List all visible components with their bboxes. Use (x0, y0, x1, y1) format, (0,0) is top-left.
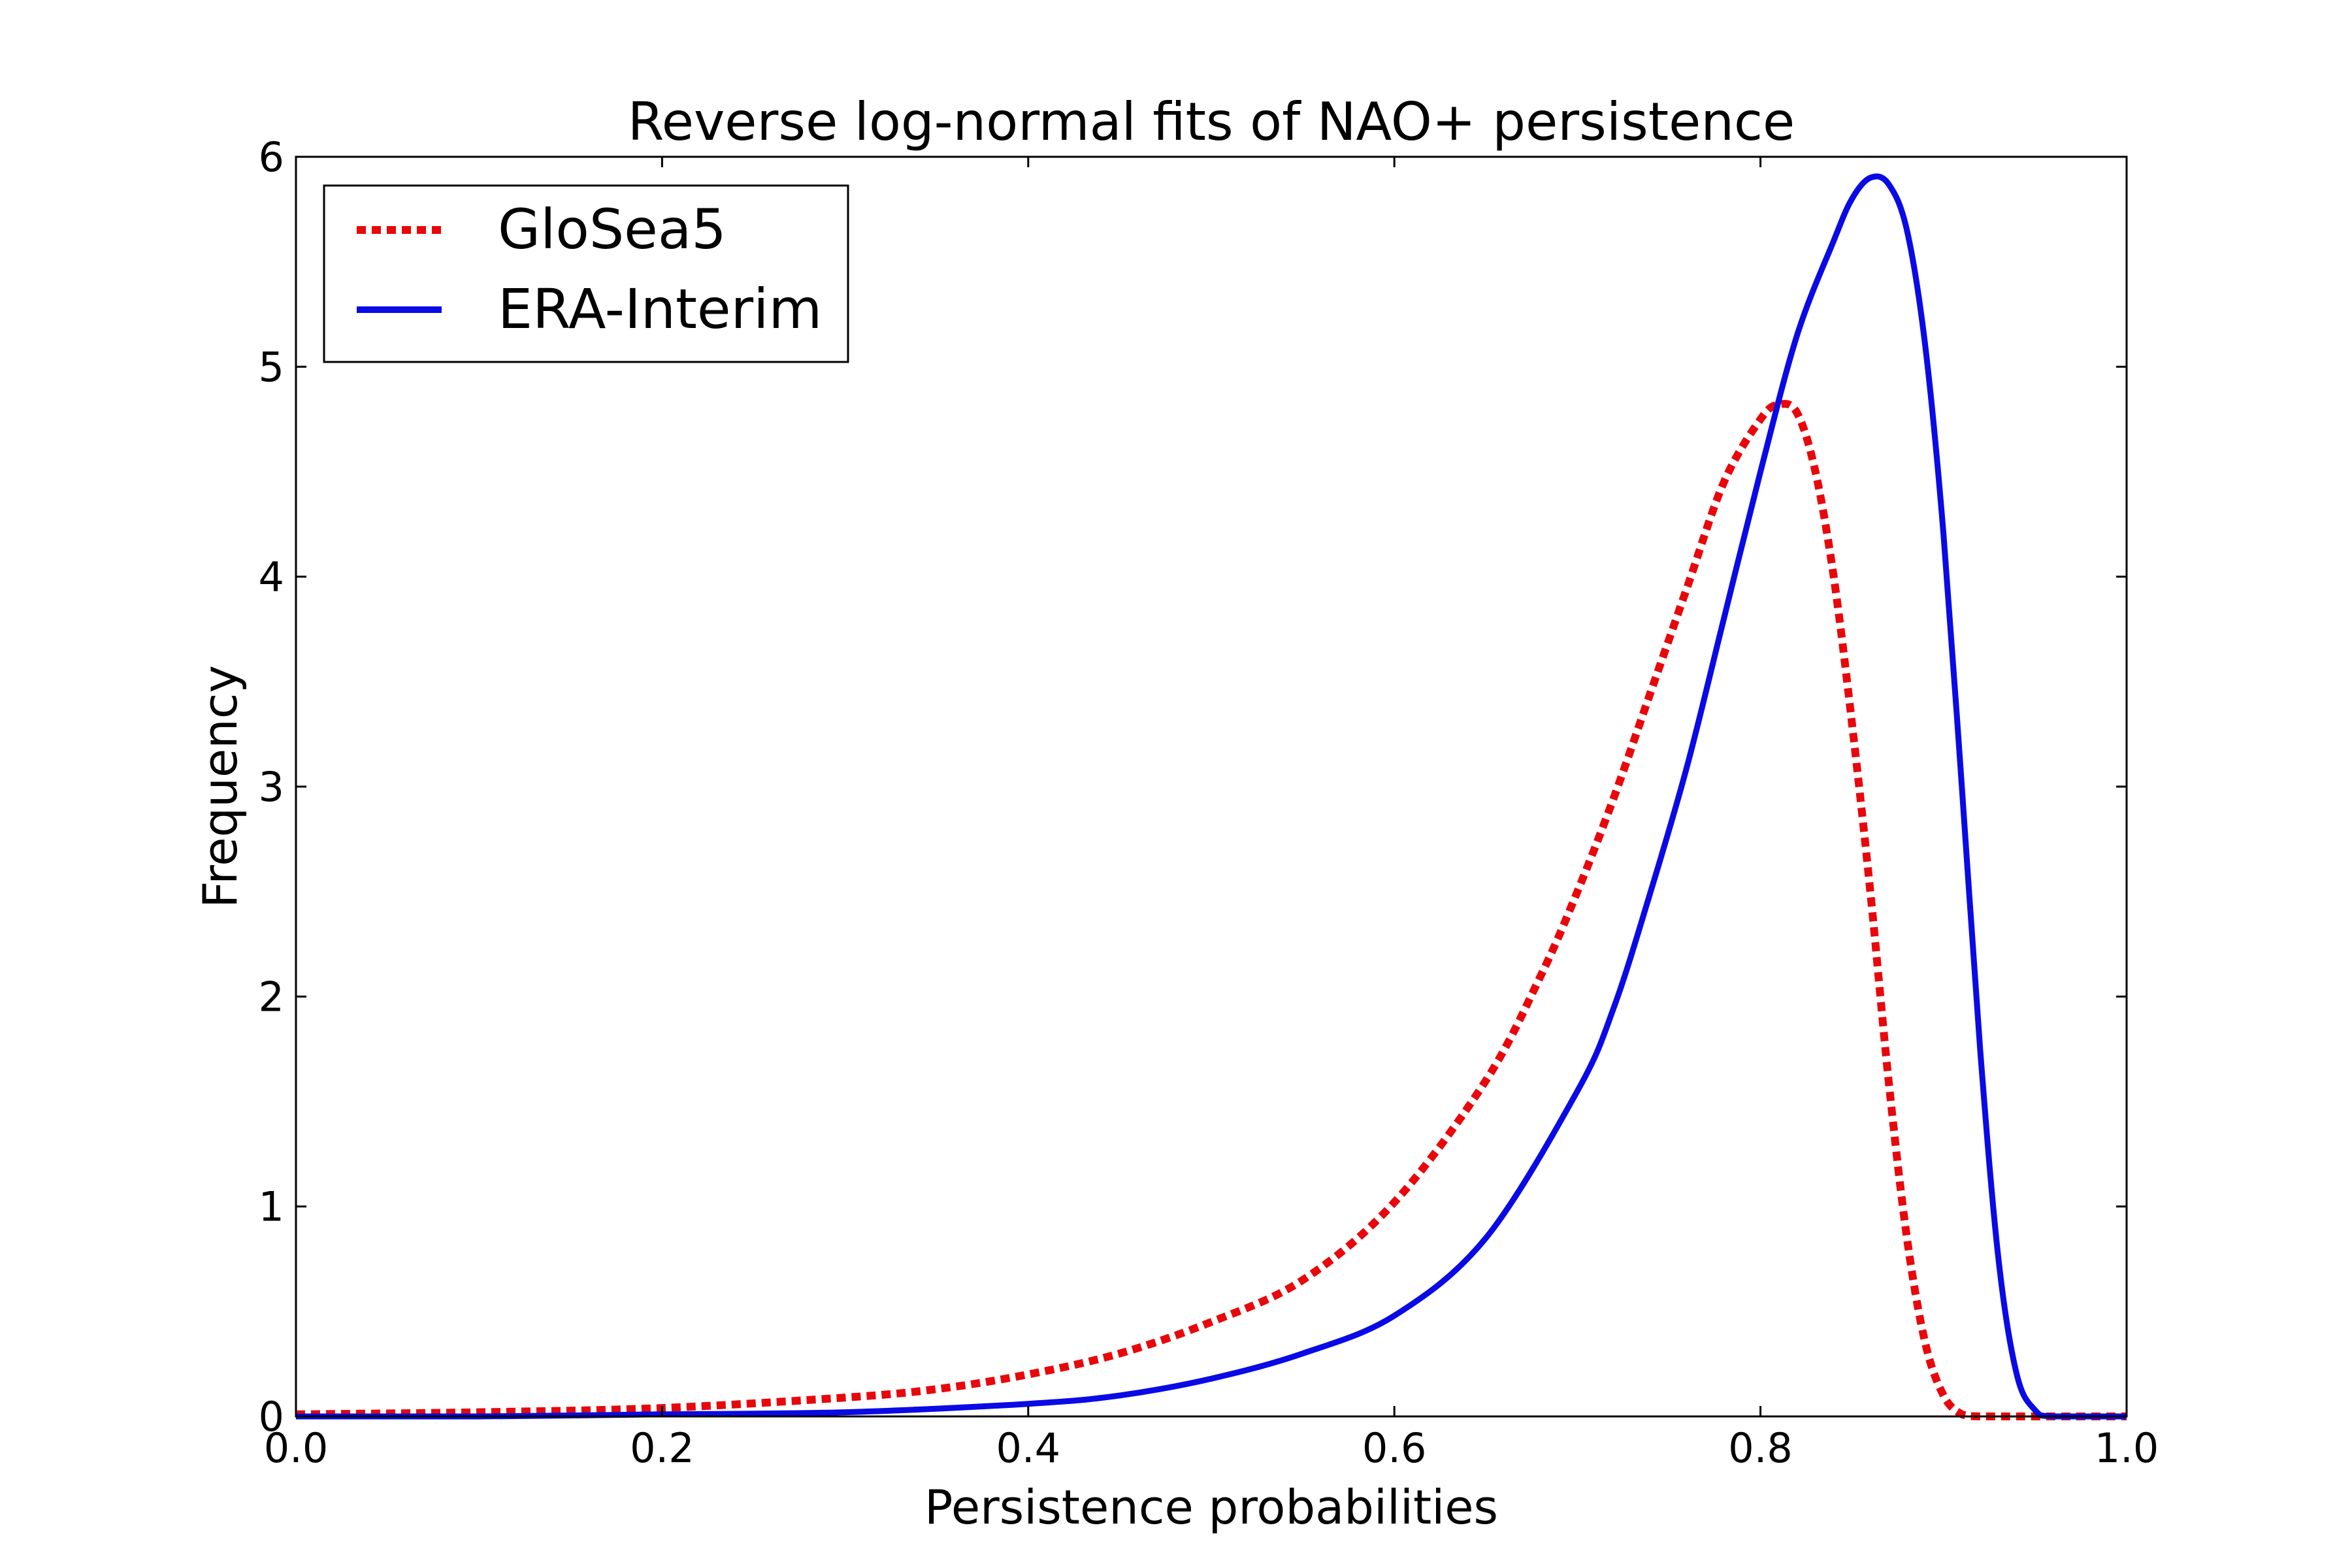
x-tick-label: 0.0 (264, 1424, 329, 1472)
x-tick-label: 1.0 (2095, 1424, 2159, 1472)
x-tick-label: 0.2 (630, 1424, 694, 1472)
y-tick-label: 2 (259, 973, 284, 1021)
series-line-era-interim (295, 173, 2127, 1420)
legend-label-glosea5: GloSea5 (498, 197, 727, 261)
y-tick-label: 1 (259, 1183, 284, 1231)
y-axis-label: Frequency (193, 665, 248, 908)
series-line-glosea5 (295, 400, 2127, 1421)
y-tick-label: 4 (259, 553, 284, 601)
legend: GloSea5 ERA-Interim (323, 184, 849, 363)
y-tick-label: 6 (259, 133, 284, 181)
x-tick-label: 0.6 (1362, 1424, 1427, 1472)
y-tick-label: 0 (259, 1393, 284, 1441)
series-layer (295, 173, 2127, 1421)
legend-label-era-interim: ERA-Interim (498, 277, 822, 341)
legend-frame (323, 184, 849, 363)
x-tick-label: 0.4 (996, 1424, 1060, 1472)
x-tick-label: 0.8 (1728, 1424, 1793, 1472)
y-tick-label: 3 (259, 763, 284, 811)
x-axis-label: Persistence probabilities (924, 1480, 1498, 1535)
ticks-layer: 0.0 0.2 0.4 0.6 0.8 1.0 0 1 2 3 4 5 6 (259, 133, 2159, 1472)
chart-title: Reverse log-normal fits of NAO+ persiste… (628, 91, 1795, 152)
y-tick-label: 5 (259, 343, 284, 391)
